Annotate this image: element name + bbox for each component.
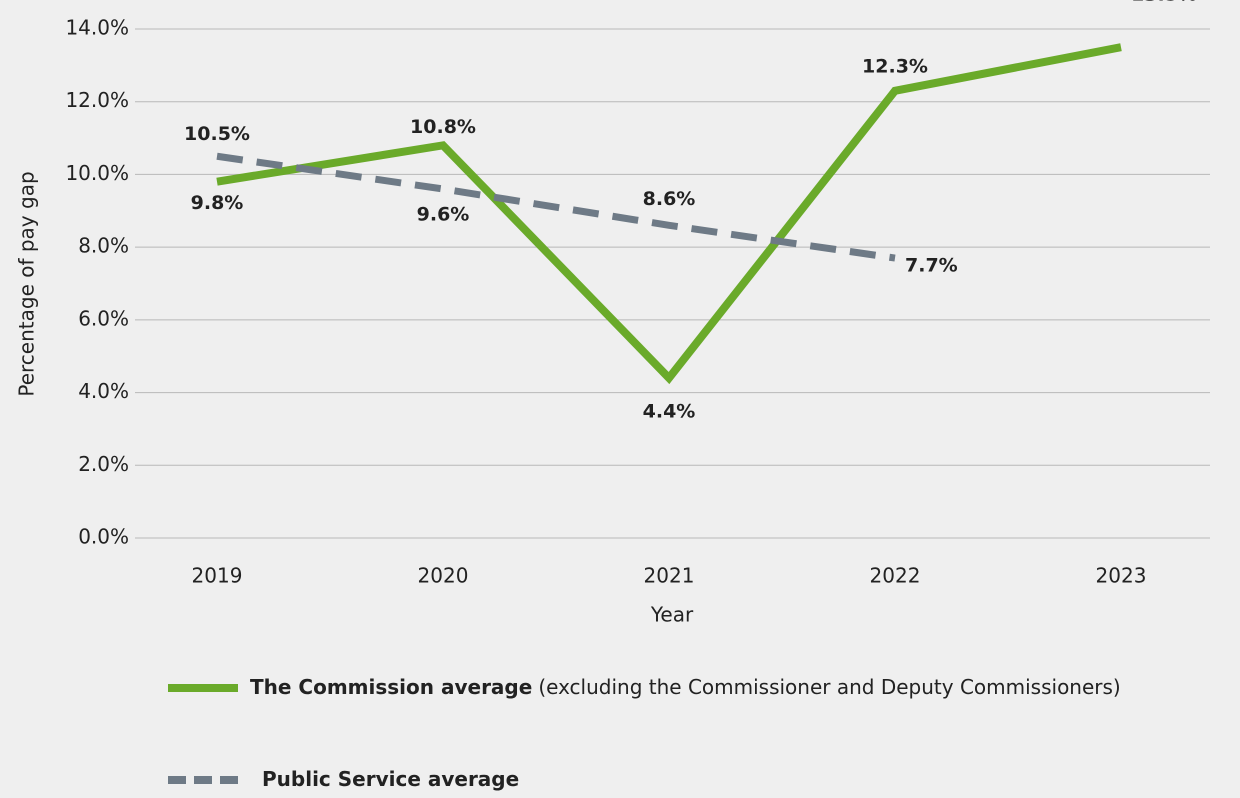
data-label: 10.8% bbox=[410, 116, 476, 138]
data-label: 12.3% bbox=[862, 55, 928, 77]
data-label: 13.5% bbox=[1131, 0, 1197, 6]
y-axis-title: Percentage of pay gap bbox=[15, 171, 39, 396]
data-label: 9.6% bbox=[417, 203, 470, 225]
x-axis-title: Year bbox=[650, 603, 694, 627]
x-tick-label: 2022 bbox=[870, 564, 921, 588]
legend-name: The Commission average bbox=[250, 675, 532, 699]
y-tick-label: 0.0% bbox=[78, 525, 129, 549]
y-tick-label: 10.0% bbox=[65, 161, 129, 185]
y-tick-label: 4.0% bbox=[78, 379, 129, 403]
legend-label: Public Service average bbox=[262, 767, 519, 791]
y-tick-label: 8.0% bbox=[78, 234, 129, 258]
y-tick-label: 6.0% bbox=[78, 306, 129, 330]
legend-label: The Commission average (excluding the Com… bbox=[250, 675, 1121, 699]
legend-name: Public Service average bbox=[262, 767, 519, 791]
y-tick-label: 2.0% bbox=[78, 452, 129, 476]
x-tick-label: 2021 bbox=[644, 564, 695, 588]
x-tick-label: 2020 bbox=[418, 564, 469, 588]
y-tick-label: 12.0% bbox=[65, 88, 129, 112]
data-label: 7.7% bbox=[905, 255, 958, 277]
series-line bbox=[216, 43, 1122, 385]
y-tick-label: 14.0% bbox=[65, 16, 129, 40]
x-tick-label: 2023 bbox=[1096, 564, 1147, 588]
legend-note: (excluding the Commissioner and Deputy C… bbox=[538, 675, 1120, 699]
data-label: 9.8% bbox=[191, 192, 244, 214]
data-label: 8.6% bbox=[643, 188, 696, 210]
x-tick-label: 2019 bbox=[192, 564, 243, 588]
data-label: 4.4% bbox=[643, 401, 696, 423]
series-line bbox=[216, 152, 896, 262]
data-label: 10.5% bbox=[184, 123, 250, 145]
